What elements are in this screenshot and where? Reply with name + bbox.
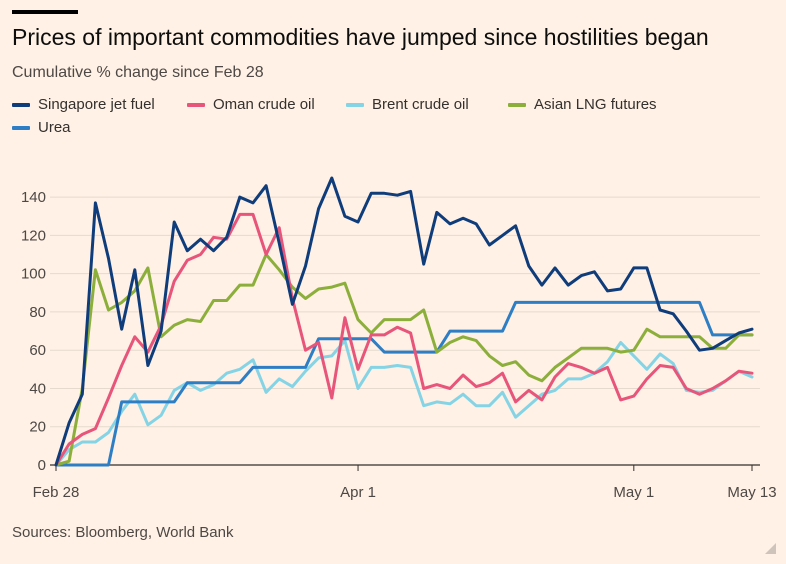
legend-swatch (508, 102, 526, 107)
chart-title: Prices of important commodities have jum… (12, 24, 709, 50)
x-tick-label: Apr 1 (340, 484, 376, 501)
legend-item-urea: Urea (12, 119, 71, 136)
y-tick-label: 120 (21, 227, 46, 244)
series-line-brent-crude-oil (54, 339, 754, 467)
source-note: Sources: Bloomberg, World Bank (12, 524, 234, 541)
resize-corner-icon (765, 543, 776, 554)
legend-label: Brent crude oil (372, 96, 469, 113)
y-tick-label: 20 (29, 419, 46, 436)
chart-subtitle: Cumulative % change since Feb 28 (12, 64, 264, 81)
header-accent-bar (12, 10, 78, 14)
y-tick-label: 140 (21, 189, 46, 206)
y-tick-label: 40 (29, 380, 46, 397)
legend-label: Oman crude oil (213, 96, 315, 113)
x-tick-label: Feb 28 (33, 484, 80, 501)
y-tick-label: 100 (21, 266, 46, 283)
legend-swatch (12, 102, 30, 107)
series-line-urea (54, 300, 754, 467)
x-tick-label: May 13 (727, 484, 776, 501)
legend-item-brent-crude-oil: Brent crude oil (346, 96, 469, 113)
legend-swatch (187, 102, 205, 107)
legend-swatch (12, 125, 30, 130)
y-tick-label: 60 (29, 342, 46, 359)
legend-label: Asian LNG futures (534, 96, 657, 113)
legend-label: Singapore jet fuel (38, 96, 155, 113)
series-line-singapore-jet-fuel (54, 176, 754, 467)
legend-label: Urea (38, 119, 71, 136)
y-tick-label: 80 (29, 304, 46, 321)
series-line-oman-crude-oil (54, 212, 754, 467)
legend-item-asian-lng-futures: Asian LNG futures (508, 96, 657, 113)
y-tick-label: 0 (38, 457, 46, 474)
series-line-asian-lng-futures (54, 253, 754, 467)
legend-item-oman-crude-oil: Oman crude oil (187, 96, 315, 113)
legend-item-singapore-jet-fuel: Singapore jet fuel (12, 96, 155, 113)
x-tick-label: May 1 (613, 484, 654, 501)
legend-swatch (346, 102, 364, 107)
